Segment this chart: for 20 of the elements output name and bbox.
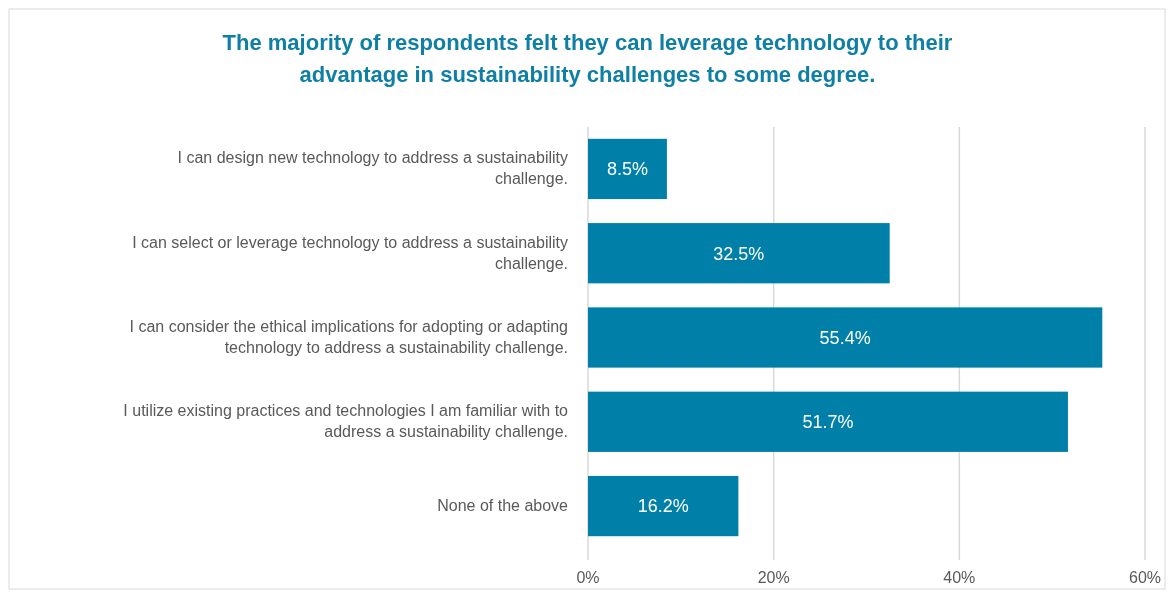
- x-tick-label: 40%: [943, 569, 976, 586]
- x-tick-label: 20%: [757, 569, 790, 586]
- bar: [588, 475, 739, 537]
- y-tick-label: I can consider the ethical implications for adopting or adapting technology to address a sustainability challenge.: [129, 318, 568, 356]
- y-tick-label: I can select or leverage technology to address a sustainability challenge.: [132, 233, 568, 272]
- y-tick-label: I can design new technology to address a sustainability challenge.: [177, 149, 568, 188]
- y-tick-label: None of the above: [437, 497, 569, 515]
- data-label: 32.5%: [713, 243, 765, 264]
- x-tick-label: 60%: [1128, 569, 1162, 586]
- bar: [588, 138, 667, 200]
- x-tick-label: 0%: [576, 569, 600, 586]
- bar: [588, 391, 1068, 452]
- data-label: 8.5%: [606, 159, 648, 180]
- y-tick-label: I utilize existing practices and technologies I am familiar with to address a sustainability challenge.: [123, 402, 569, 441]
- bar: [588, 307, 1103, 368]
- data-label: 51.7%: [802, 412, 854, 433]
- chart-title: The majority of respondents felt they can leverage technology to their advantage in sustainability challenges to some degree.: [222, 30, 953, 87]
- data-label: 55.4%: [819, 327, 871, 348]
- data-label: 16.2%: [637, 496, 689, 517]
- bar: [588, 223, 890, 284]
